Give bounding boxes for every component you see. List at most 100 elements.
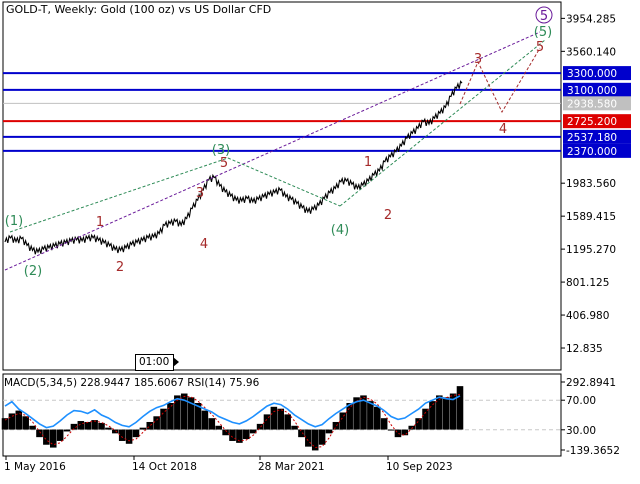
indicator-y-tick-label: 30.00 xyxy=(566,425,596,437)
wave-label: 5 xyxy=(536,40,544,55)
macd-histogram-bar xyxy=(201,410,209,430)
macd-histogram-bar xyxy=(415,418,422,430)
macd-histogram-bar xyxy=(360,395,367,430)
price-y-tick-label: 406.980 xyxy=(566,310,609,322)
indicator-y-tick-label: 70.00 xyxy=(566,395,596,407)
macd-histogram-bar xyxy=(339,412,347,430)
macd-histogram-bar xyxy=(132,429,140,438)
indicator-y-tick-label: -139.3652 xyxy=(566,445,620,457)
macd-histogram-bar xyxy=(15,410,23,430)
wave-channel-line xyxy=(4,31,541,271)
chart-title: GOLD-T, Weekly: Gold (100 oz) vs US Doll… xyxy=(6,3,272,16)
macd-histogram-bar xyxy=(380,418,388,430)
level-tag xyxy=(563,66,631,81)
x-tick-label: 10 Sep 2023 xyxy=(386,461,453,473)
macd-histogram-bar xyxy=(84,421,92,430)
wave-label: 4 xyxy=(200,237,208,252)
macd-histogram-bar xyxy=(298,429,305,438)
macd-histogram-bar xyxy=(139,427,147,430)
wave-label: 1 xyxy=(96,215,104,230)
macd-histogram-bar xyxy=(222,429,229,436)
macd-histogram-bar xyxy=(332,421,340,430)
wave-projection-line xyxy=(459,47,541,114)
macd-histogram-bar xyxy=(346,403,353,430)
wave-green-line xyxy=(9,157,229,233)
level-label: 3100.000 xyxy=(567,85,617,97)
macd-histogram-bar xyxy=(174,395,181,430)
macd-histogram-bar xyxy=(456,386,464,430)
level-tag xyxy=(563,129,631,144)
level-tag xyxy=(563,114,631,129)
rsi-line xyxy=(4,395,461,429)
price-y-tick-label: 12.835 xyxy=(566,343,603,355)
wave-label: (3) xyxy=(212,143,230,158)
macd-histogram-bar xyxy=(22,416,29,430)
macd-histogram-bar xyxy=(305,429,312,447)
macd-histogram-bar xyxy=(229,429,236,441)
wave-label: 3 xyxy=(196,186,204,201)
wave-label: 5 xyxy=(540,9,548,24)
macd-histogram-bar xyxy=(98,422,105,430)
level-label: 2725.200 xyxy=(567,116,617,128)
macd-histogram-bar xyxy=(270,406,278,430)
macd-histogram-bar xyxy=(105,427,112,430)
macd-histogram-bar xyxy=(401,429,409,436)
macd-histogram-bar xyxy=(408,425,416,430)
macd-histogram-bar xyxy=(208,418,216,430)
time-marker[interactable]: 01:00 xyxy=(135,354,180,371)
macd-histogram-bar xyxy=(422,408,429,430)
level-label: 2370.000 xyxy=(567,146,617,158)
macd-histogram-bar xyxy=(167,403,174,430)
x-tick-label: 1 May 2016 xyxy=(4,461,66,473)
wave-green-line xyxy=(339,39,546,207)
macd-histogram-bar xyxy=(70,423,78,430)
wave-label: (2) xyxy=(24,264,42,279)
level-label: 3300.000 xyxy=(567,68,617,80)
macd-histogram-bar xyxy=(373,406,381,430)
macd-histogram-bar xyxy=(125,429,133,444)
macd-histogram-bar xyxy=(49,429,57,448)
macd-histogram-bar xyxy=(449,393,457,430)
macd-histogram-bar xyxy=(325,429,333,434)
macd-histogram-bar xyxy=(187,397,195,430)
indicator-label: MACD(5,34,5) 228.9447 185.6067 RSI(14) 7… xyxy=(4,377,260,389)
wave-label-circle xyxy=(535,6,553,24)
wave-label: (1) xyxy=(5,214,23,229)
level-tag xyxy=(563,82,631,97)
wave-label: (4) xyxy=(331,223,349,238)
macd-histogram-bar xyxy=(387,429,395,431)
indicator-pane-frame xyxy=(2,373,562,457)
macd-histogram-bar xyxy=(118,429,126,441)
price-y-tick-label: 1589.415 xyxy=(566,211,616,223)
macd-histogram-bar xyxy=(429,401,436,430)
wave-label: 4 xyxy=(499,122,507,137)
x-tick-label: 28 Mar 2021 xyxy=(258,461,325,473)
macd-histogram-bar xyxy=(311,429,319,451)
macd-histogram-bar xyxy=(36,429,43,438)
wave-label: (5) xyxy=(534,25,552,40)
macd-histogram-bar xyxy=(215,425,222,430)
macd-histogram-bar xyxy=(394,429,402,438)
current-price-tag xyxy=(563,96,631,111)
macd-histogram-bar xyxy=(353,397,360,430)
macd-histogram-bar xyxy=(112,429,119,434)
current-price-label: 2938.580 xyxy=(567,98,617,110)
price-y-tick-label: 1195.270 xyxy=(566,244,616,256)
macd-histogram-bar xyxy=(194,403,202,430)
macd-histogram-bar xyxy=(153,416,160,430)
price-pane-frame xyxy=(2,1,562,371)
macd-histogram-bar xyxy=(180,393,188,430)
macd-histogram-bar xyxy=(436,395,443,430)
level-tag xyxy=(563,143,631,158)
wave-green-line xyxy=(227,157,341,207)
macd-histogram-bar xyxy=(256,423,264,430)
price-y-tick-label: 801.125 xyxy=(566,277,609,289)
wave-label: 2 xyxy=(116,260,124,275)
wave-label: 3 xyxy=(474,52,482,67)
macd-histogram-bar xyxy=(318,429,326,445)
macd-histogram-bar xyxy=(236,429,243,443)
macd-histogram-bar xyxy=(146,421,154,430)
macd-histogram-bar xyxy=(243,429,250,440)
